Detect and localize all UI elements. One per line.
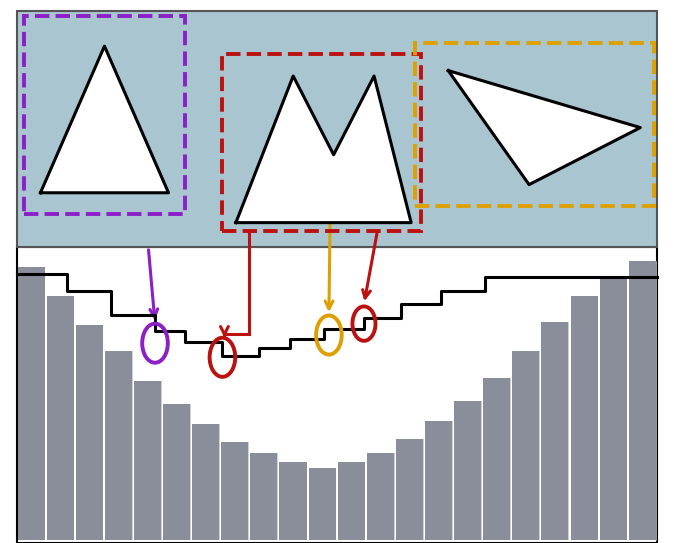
Bar: [163, 404, 191, 540]
Bar: [105, 351, 133, 540]
Bar: [18, 267, 45, 540]
Bar: [309, 468, 336, 540]
Bar: [47, 296, 74, 540]
Bar: [280, 462, 307, 540]
Bar: [338, 462, 365, 540]
Bar: [512, 351, 540, 540]
Bar: [24, 16, 185, 214]
Bar: [250, 453, 278, 540]
Bar: [192, 424, 220, 540]
Bar: [454, 401, 482, 540]
Polygon shape: [236, 76, 411, 223]
Bar: [600, 276, 627, 540]
Bar: [425, 421, 453, 540]
Bar: [17, 11, 657, 247]
Bar: [629, 261, 656, 540]
Bar: [541, 323, 569, 540]
Polygon shape: [448, 71, 640, 185]
Bar: [222, 54, 421, 231]
Bar: [75, 325, 104, 540]
Bar: [483, 377, 511, 540]
Polygon shape: [40, 46, 168, 193]
Bar: [367, 453, 394, 540]
Bar: [570, 296, 599, 540]
Bar: [134, 381, 162, 540]
Bar: [396, 439, 424, 540]
Bar: [221, 441, 249, 540]
Bar: [415, 43, 654, 206]
Bar: [17, 247, 657, 543]
